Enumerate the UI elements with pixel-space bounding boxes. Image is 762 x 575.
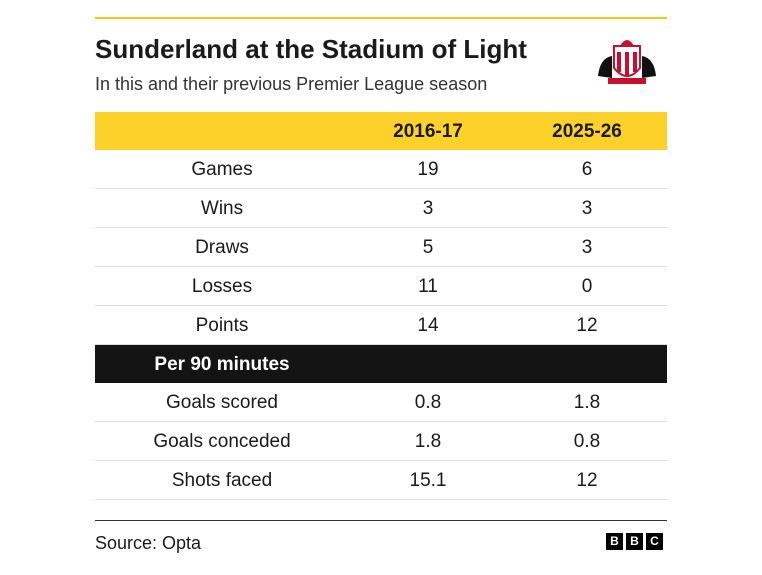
- table-row: Points 14 12: [95, 306, 667, 345]
- club-crest: [598, 40, 656, 84]
- cell-value: 11: [418, 276, 438, 297]
- cell-value: 3: [581, 237, 593, 258]
- row-label: Wins: [200, 198, 244, 219]
- table-row: Goals scored 0.8 1.8: [95, 383, 667, 422]
- bottom-rule: [95, 520, 667, 521]
- logo-letter: B: [606, 533, 623, 550]
- cell-value: 1.8: [573, 392, 601, 413]
- row-label: Shots faced: [171, 470, 273, 491]
- table-row: Shots faced 15.1 12: [95, 461, 667, 500]
- table-row: Goals conceded 1.8 0.8: [95, 422, 667, 461]
- section-row: Per 90 minutes: [95, 345, 667, 383]
- cell-value: 19: [417, 159, 439, 180]
- cell-value: 14: [417, 315, 439, 336]
- section-label: Per 90 minutes: [154, 354, 290, 375]
- row-label: Draws: [195, 237, 249, 258]
- cell-value: 15.1: [409, 470, 447, 491]
- header-row: 2016-17 2025-26: [95, 112, 667, 150]
- row-label: Points: [195, 315, 249, 336]
- row-label: Goals conceded: [153, 431, 291, 452]
- subtitle: In this and their previous Premier Leagu…: [95, 74, 488, 94]
- cell-value: 0: [581, 276, 593, 297]
- table-row: Draws 5 3: [95, 228, 667, 267]
- cell-value: 12: [576, 315, 598, 336]
- cell-value: 0.8: [414, 392, 442, 413]
- cell-value: 3: [422, 198, 434, 219]
- cell-value: 1.8: [414, 431, 442, 452]
- source: Source: Opta: [95, 533, 202, 553]
- row-label: Losses: [191, 276, 253, 297]
- cell-value: 5: [422, 237, 434, 258]
- column-header: 2016-17: [393, 121, 463, 142]
- cell-value: 0.8: [573, 431, 601, 452]
- cell-value: 6: [581, 159, 593, 180]
- row-label: Goals scored: [166, 392, 278, 413]
- title: Sunderland at the Stadium of Light: [95, 34, 527, 64]
- row-label: Games: [191, 159, 253, 180]
- column-header: 2025-26: [552, 121, 622, 142]
- logo-letter: B: [626, 533, 643, 550]
- table-row: Losses 11 0: [95, 267, 667, 306]
- table-row: Games 19 6: [95, 150, 667, 189]
- stats-table: 2016-17 2025-26 Games 19 6 Wins 3 3 Draws 5 3 Losse…: [95, 112, 667, 500]
- table-row: Wins 3 3: [95, 189, 667, 228]
- top-rule: [95, 17, 667, 19]
- logo-letter: C: [646, 533, 663, 550]
- cell-value: 3: [581, 198, 593, 219]
- cell-value: 12: [576, 470, 598, 491]
